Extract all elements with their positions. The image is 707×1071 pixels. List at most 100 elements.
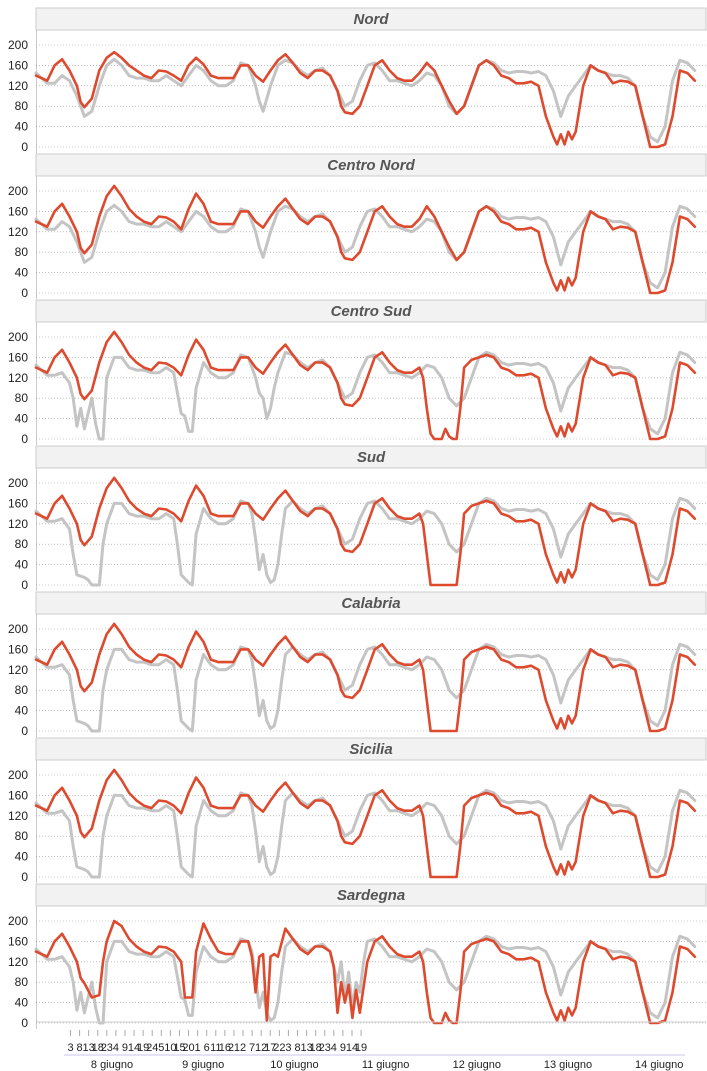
y-tick-label: 80 [15,829,29,843]
x-day-label: 12 giugno [453,1059,501,1071]
panel-title: Nord [354,11,390,28]
y-tick-label: 200 [8,914,28,928]
y-tick-label: 120 [8,79,28,93]
x-hour-label: 11 [210,1042,221,1054]
panel-title: Centro Nord [327,157,415,174]
y-tick-label: 160 [8,204,28,218]
y-tick-label: 80 [15,683,29,697]
y-tick-label: 200 [8,330,28,344]
x-hour-label: 17 [264,1042,276,1054]
x-hour-label: 2 [240,1042,246,1054]
y-tick-label: 0 [21,140,28,154]
y-tick-label: 120 [8,955,28,969]
series-red-line [34,622,697,733]
x-hour-label: 19 [137,1042,149,1054]
y-tick-label: 40 [15,412,29,426]
series-gray-line [34,496,697,587]
x-hour-label: 8 [294,1042,300,1054]
series-gray-line [34,203,697,290]
x-hour-label: 12 [255,1042,267,1054]
y-tick-label: 0 [21,578,28,592]
panel-title: Centro Sud [331,303,413,320]
x-day-label: 14 giugno [635,1059,683,1071]
x-hour-label: 22 [273,1042,285,1054]
panel-header [35,445,707,469]
x-hour-label: 7 [249,1042,255,1054]
x-hour-label: 23 [101,1042,113,1054]
y-tick-label: 200 [8,38,28,52]
y-tick-label: 160 [8,350,28,364]
x-hour-label: 4 [113,1042,119,1054]
panel-header [35,883,707,907]
series-gray-line [34,642,697,733]
y-tick-label: 80 [15,245,29,259]
y-tick-label: 120 [8,371,28,385]
panel-header [35,591,707,615]
x-hour-label: 16 [219,1042,231,1054]
series-red-line [34,50,697,149]
y-tick-label: 40 [15,850,29,864]
x-day-label: 10 giugno [270,1059,318,1071]
y-tick-label: 120 [8,517,28,531]
x-hour-label: 8 [77,1042,83,1054]
y-tick-label: 120 [8,663,28,677]
x-hour-label: 14 [346,1042,358,1054]
y-tick-label: 0 [21,1016,28,1030]
x-hour-label: 18 [92,1042,104,1054]
x-hour-label: 9 [340,1042,346,1054]
x-hour-label: 15 [173,1042,185,1054]
y-tick-label: 40 [15,996,29,1010]
x-hour-label: 13 [83,1042,95,1054]
y-tick-label: 160 [8,642,28,656]
x-hour-label: 24 [146,1042,158,1054]
y-tick-label: 40 [15,704,29,718]
y-tick-label: 200 [8,184,28,198]
x-hour-label: 5 [158,1042,164,1054]
series-red-line [34,184,697,295]
x-hour-label: 20 [182,1042,194,1054]
x-hour-label: 19 [355,1042,367,1054]
y-tick-label: 80 [15,99,29,113]
y-tick-label: 40 [15,120,29,134]
panel-title: Sicilia [349,741,392,758]
x-hour-label: 18 [310,1042,322,1054]
series-gray-line [34,57,697,144]
x-hour-label: 4 [331,1042,337,1054]
panel-title: Sud [357,449,386,466]
y-tick-label: 200 [8,768,28,782]
x-day-label: 11 giugno [362,1059,410,1071]
panel-header [35,299,707,323]
series-red-line [34,330,697,441]
y-tick-label: 160 [8,788,28,802]
y-tick-label: 200 [8,622,28,636]
panel-title: Sardegna [337,887,405,904]
y-tick-label: 0 [21,286,28,300]
y-tick-label: 80 [15,537,29,551]
y-tick-label: 40 [15,558,29,572]
x-hour-label: 3 [67,1042,73,1054]
y-tick-label: 120 [8,809,28,823]
x-day-label: 13 giugno [544,1059,592,1071]
y-tick-label: 40 [15,266,29,280]
x-hour-label: 13 [300,1042,312,1054]
y-tick-label: 200 [8,476,28,490]
y-tick-label: 160 [8,934,28,948]
series-red-line [34,476,697,587]
y-tick-label: 80 [15,975,29,989]
x-hour-label: 23 [319,1042,331,1054]
x-hour-label: 14 [128,1042,140,1054]
panel-header [35,737,707,761]
y-tick-label: 80 [15,391,29,405]
y-tick-label: 160 [8,496,28,510]
y-tick-label: 160 [8,58,28,72]
x-hour-label: 1 [195,1042,201,1054]
series-red-line [34,919,697,1025]
panel-header [35,153,707,177]
panel-header [35,7,707,31]
series-gray-line [34,350,697,441]
x-hour-label: 9 [122,1042,128,1054]
x-hour-label: 21 [228,1042,240,1054]
x-day-label: 9 giugno [182,1059,224,1071]
y-tick-label: 120 [8,225,28,239]
